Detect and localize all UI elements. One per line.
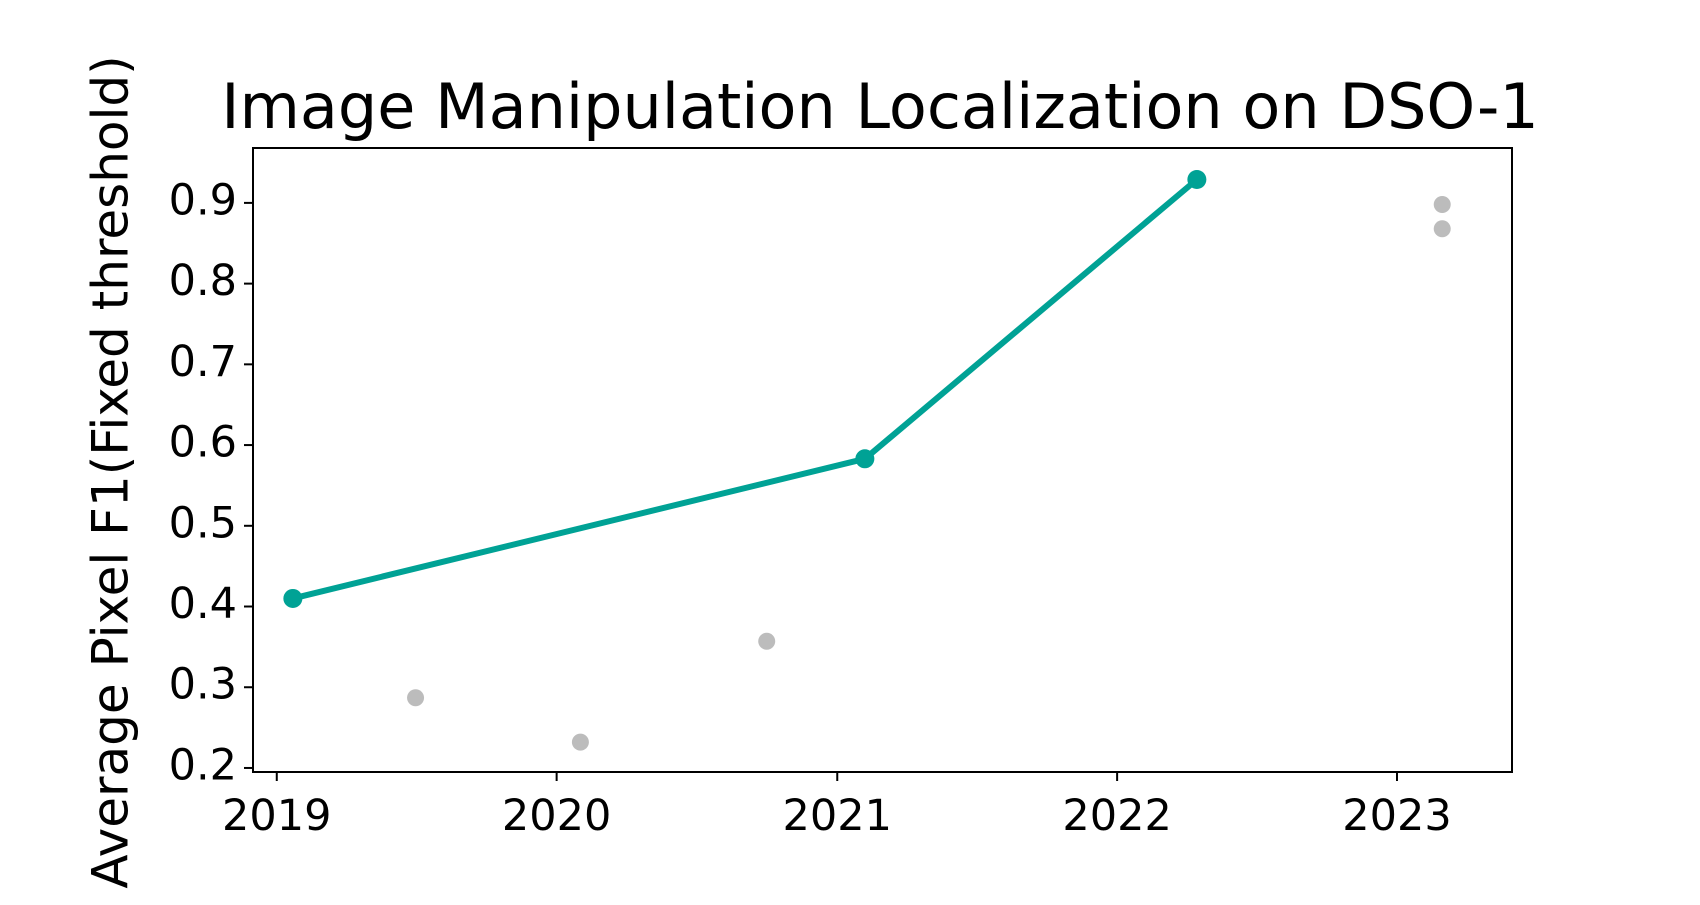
other-result-point bbox=[571, 733, 589, 751]
y-tick-label: 0.5 bbox=[169, 498, 237, 548]
x-tick-label: 2020 bbox=[502, 791, 611, 841]
other-result-point bbox=[758, 632, 776, 650]
y-tick-label: 0.8 bbox=[169, 256, 237, 306]
plot-frame bbox=[252, 147, 1513, 773]
x-tick-label: 2023 bbox=[1342, 791, 1451, 841]
y-tick-label: 0.6 bbox=[169, 418, 237, 468]
x-tick-label: 2021 bbox=[783, 791, 892, 841]
y-tick-label: 0.7 bbox=[169, 337, 237, 387]
y-axis: 0.2 0.3 0.4 0.5 0.6 0.7 0.8 0.9 bbox=[169, 175, 253, 790]
y-tick-label: 0.3 bbox=[169, 660, 237, 710]
x-tick-label: 2022 bbox=[1062, 791, 1171, 841]
sota-point bbox=[1187, 169, 1207, 189]
y-axis-label-group: Average Pixel F1(Fixed threshold) bbox=[82, 55, 140, 888]
other-result-point bbox=[1433, 220, 1451, 238]
x-axis: 2019 2020 2021 2022 2023 bbox=[222, 772, 1452, 841]
sota-point bbox=[283, 588, 303, 608]
plot-series bbox=[283, 169, 1451, 751]
chart-title: Image Manipulation Localization on DSO-1 bbox=[221, 70, 1539, 143]
y-tick-label: 0.4 bbox=[169, 579, 237, 629]
y-axis-label: Average Pixel F1(Fixed threshold) bbox=[82, 55, 140, 888]
sota-line bbox=[289, 176, 1200, 602]
other-result-point bbox=[407, 689, 425, 707]
y-tick-label: 0.2 bbox=[169, 740, 237, 790]
y-tick-label: 0.9 bbox=[169, 175, 237, 225]
other-result-point bbox=[1433, 196, 1451, 214]
sota-point bbox=[855, 449, 875, 469]
x-tick-label: 2019 bbox=[222, 791, 331, 841]
